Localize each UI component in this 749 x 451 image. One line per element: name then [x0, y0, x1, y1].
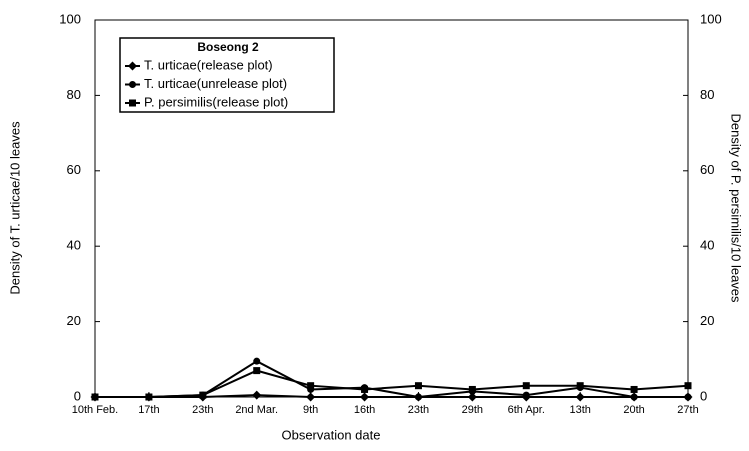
data-point — [414, 382, 422, 390]
y-tick-label: 20 — [67, 313, 81, 328]
data-point — [467, 392, 477, 402]
x-tick-label: 9th — [303, 404, 318, 416]
x-tick-label: 2nd Mar. — [235, 404, 278, 416]
legend-marker — [128, 61, 137, 71]
data-point — [684, 382, 692, 390]
y2-tick-label: 40 — [700, 238, 714, 253]
legend-title: Boseong 2 — [197, 40, 259, 54]
y-tick-label: 80 — [67, 87, 81, 102]
x-tick-label: 10th Feb. — [72, 404, 118, 416]
y2-tick-label: 80 — [700, 87, 714, 102]
data-point — [522, 391, 530, 399]
data-point — [575, 392, 585, 402]
data-point — [360, 392, 370, 402]
data-point — [414, 393, 422, 401]
data-point — [576, 382, 584, 390]
x-tick-label: 23th — [408, 404, 429, 416]
data-point — [253, 367, 261, 375]
legend-label: T. urticae(unrelease plot) — [144, 76, 287, 91]
data-point — [199, 391, 207, 399]
y-tick-label: 100 — [59, 11, 81, 26]
data-point — [145, 393, 153, 401]
legend-box — [119, 37, 335, 113]
data-point — [252, 390, 262, 400]
series-line — [95, 394, 688, 398]
data-point — [253, 357, 261, 365]
y2-axis-label: Density of P. persimilis/10 leaves — [729, 113, 744, 303]
x-tick-label: 6th Apr. — [508, 404, 545, 416]
legend-marker — [129, 81, 136, 88]
legend-label: P. persimilis(release plot) — [144, 94, 288, 109]
x-tick-label: 20th — [623, 404, 644, 416]
x-tick-label: 13th — [569, 404, 590, 416]
x-tick-label: 16th — [354, 404, 375, 416]
x-axis-label: Observation date — [281, 427, 380, 442]
y-tick-label: 60 — [67, 162, 81, 177]
data-point — [468, 385, 476, 393]
legend-marker — [129, 99, 136, 107]
data-point — [630, 385, 638, 393]
y2-tick-label: 60 — [700, 162, 714, 177]
y-tick-label: 0 — [74, 388, 81, 403]
series-line — [95, 360, 688, 399]
data-point — [91, 393, 99, 401]
data-point — [684, 393, 692, 401]
x-tick-label: 23th — [192, 404, 213, 416]
data-point — [306, 392, 316, 402]
x-tick-label: 29th — [462, 404, 483, 416]
y2-tick-label: 20 — [700, 313, 714, 328]
legend-label: T. urticae(release plot) — [144, 57, 273, 72]
data-point — [361, 385, 369, 393]
series-line — [95, 369, 689, 398]
y-tick-label: 40 — [67, 238, 81, 253]
x-tick-label: 17th — [138, 404, 159, 416]
y2-tick-label: 0 — [700, 388, 707, 403]
data-point — [522, 382, 530, 390]
data-point — [307, 382, 315, 390]
y-axis-label: Density of T. urticae/10 leaves — [7, 121, 22, 295]
data-point — [630, 393, 638, 401]
y2-tick-label: 100 — [700, 11, 722, 26]
x-tick-label: 27th — [677, 404, 698, 416]
